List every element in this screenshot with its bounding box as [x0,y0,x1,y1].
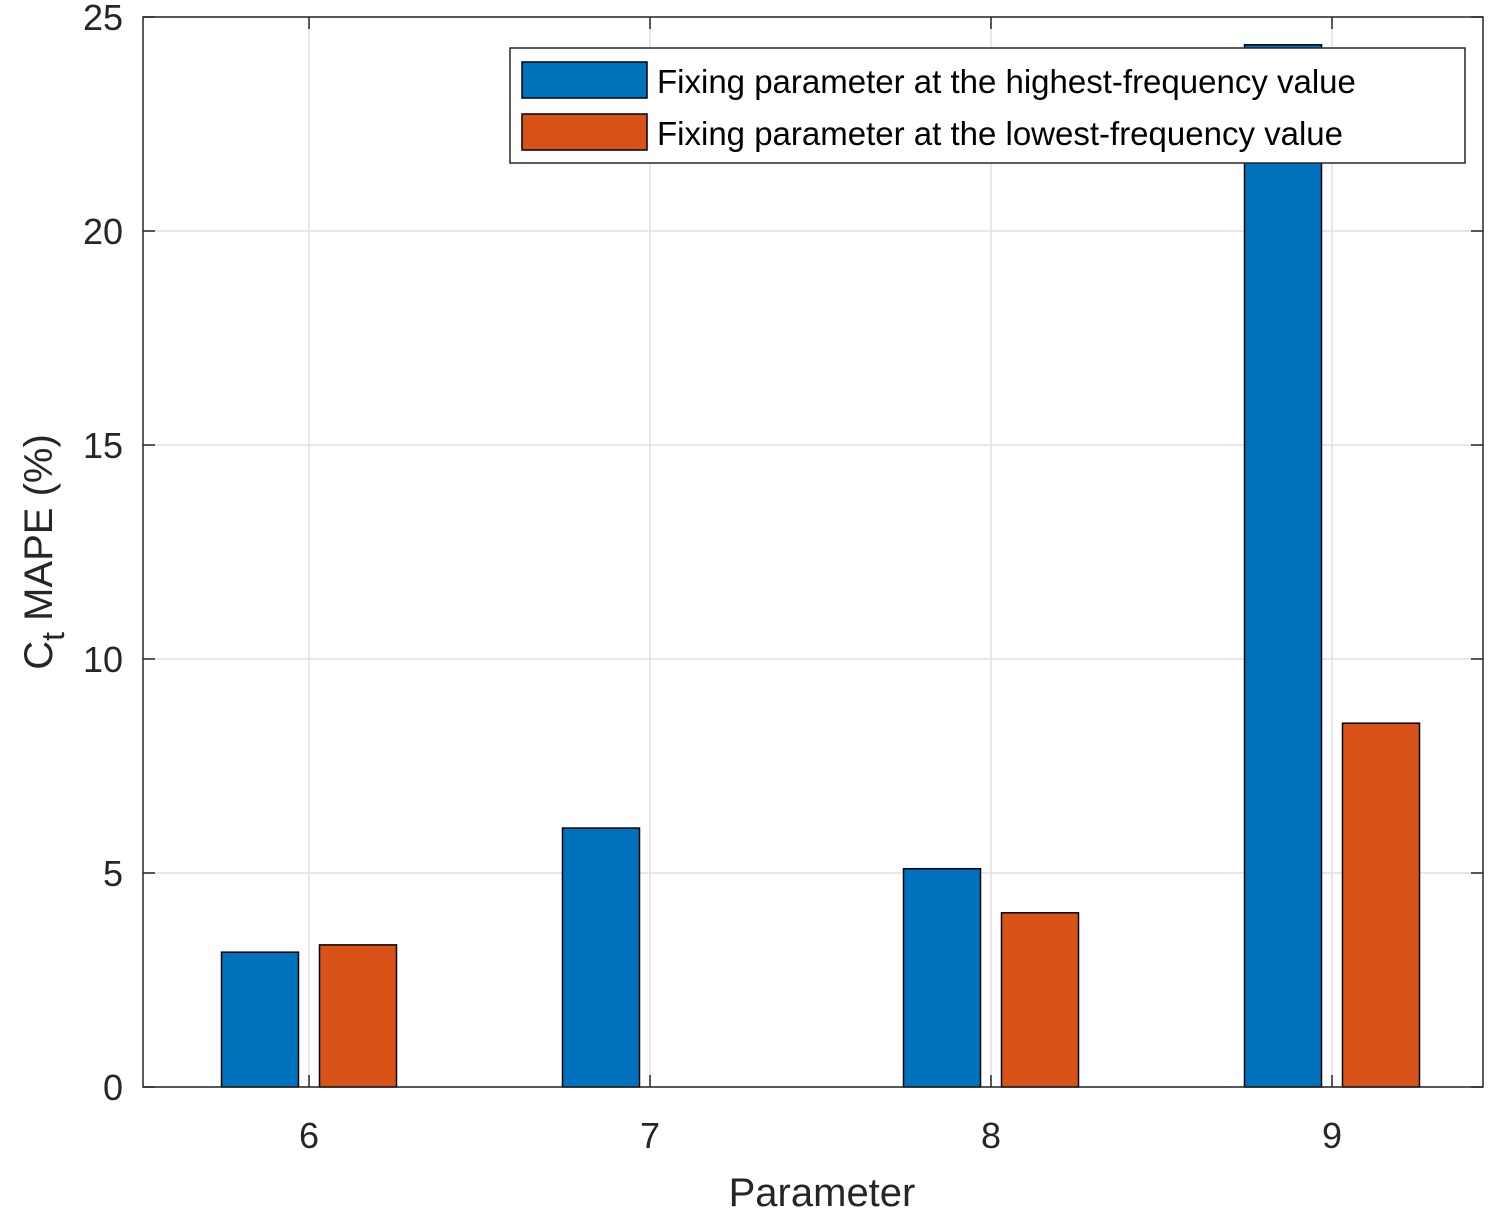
tick-marks [143,16,1483,1088]
bar-8-series-1 [902,867,982,1088]
x-tick-label: 9 [1322,1115,1342,1156]
y-axis-title-subscript: t [35,632,71,641]
x-tick-label: 6 [299,1115,319,1156]
legend-label-lowest: Fixing parameter at the lowest-frequency… [657,115,1343,152]
legend: Fixing parameter at the highest-frequenc… [509,47,1466,164]
bar-8-series-2 [1000,912,1080,1088]
bar-6-series-2 [318,944,398,1088]
legend-swatch-lowest [521,113,648,151]
y-axis-title-rest: MAPE (%) [17,434,61,632]
y-tick-label: 0 [103,1067,123,1108]
x-tick-labels: 6 7 8 9 [299,1115,1342,1156]
legend-label-highest: Fixing parameter at the highest-frequenc… [657,63,1356,100]
bar-9-series-2 [1341,722,1421,1088]
bar-7-series-1 [561,827,641,1088]
y-tick-label: 10 [83,639,123,680]
x-tick-label: 8 [981,1115,1001,1156]
legend-box [509,47,1466,164]
x-axis-title: Parameter [729,1171,916,1211]
legend-swatch-highest [521,61,648,99]
y-tick-label: 5 [103,853,123,894]
y-tick-label: 20 [83,211,123,252]
bar-9-series-1 [1243,44,1323,1088]
axes-box [142,16,1484,1088]
x-tick-label: 7 [640,1115,660,1156]
bars [220,44,1421,1088]
y-axis-title-main: C [17,641,61,670]
y-tick-labels: 0 5 10 15 20 25 [83,0,123,1108]
y-tick-label: 25 [83,0,123,38]
bar-6-series-1 [220,951,300,1088]
y-tick-label: 15 [83,425,123,466]
y-axis-title: Ct MAPE (%) [17,434,71,670]
